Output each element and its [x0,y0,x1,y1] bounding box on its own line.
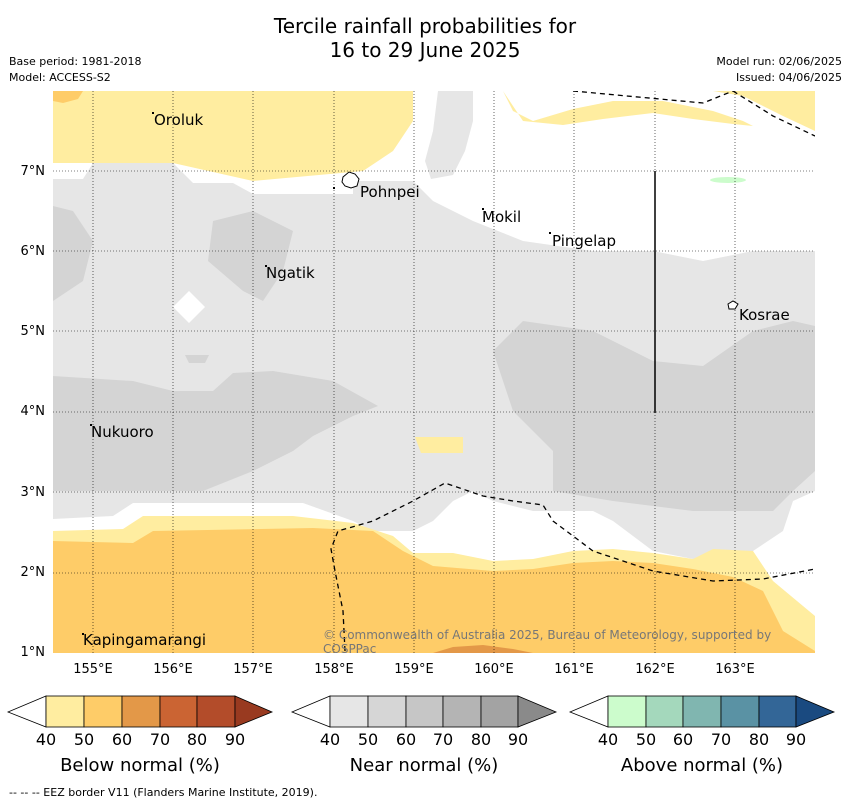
y-tick-7n: 7°N [20,164,46,179]
y-tick-5n: 5°N [20,324,46,339]
x-tick-162e: 162°E [635,662,675,677]
base-period: Base period: 1981-2018 [9,55,142,68]
colorbar-below-normal [6,695,274,728]
near-normal-50-region-west [53,206,93,301]
x-tick-157e: 157°E [233,662,273,677]
cb-below-label: Below normal (%) [60,755,220,776]
colorbar-swatch-0-5 [234,695,274,728]
copyright-notice: © Commonwealth of Australia 2025, Bureau… [323,628,772,656]
label-ngatik: Ngatik [266,264,315,282]
below-normal-50-corner [53,91,83,103]
issued-date: Issued: 04/06/2025 [735,71,842,84]
x-tick-158e: 158°E [314,662,354,677]
title-line-2: 16 to 29 June 2025 [329,38,521,62]
near-normal-gap-island [173,291,205,323]
label-kosrae: Kosrae [739,306,790,324]
colorbar-swatch-1-2 [405,695,444,728]
cb-near-label: Near normal (%) [349,755,499,776]
forecast-map [53,91,815,653]
cb-above-tick-80: 80 [748,730,770,749]
kosrae-island [727,300,739,310]
colorbar-swatch-0-4 [196,695,236,728]
x-tick-160e: 160°E [474,662,514,677]
cb-below-tick-50: 50 [73,730,95,749]
meta-left: Base period: 1981-2018 Model: ACCESS-S2 [9,54,141,86]
colorbar-swatch-2-0 [607,695,647,728]
pohnpei-island [341,171,360,189]
cb-above-tick-70: 70 [710,730,732,749]
colorbar-swatch-1-1 [367,695,407,728]
colorbar-swatch-2-5 [795,695,836,728]
colorbar-swatch-2-4 [758,695,797,728]
cb-above-label: Above normal (%) [620,755,784,776]
colorbar-above-normal [568,695,836,728]
below-normal-40-northeast [503,91,815,131]
colorbars [6,695,836,728]
colorbar-near-normal [290,695,558,728]
atoll-markers [82,112,551,635]
colorbar-swatch-0-3 [159,695,198,728]
cb-below-tick-70: 70 [149,730,171,749]
colorbar-swatch-1-0 [329,695,369,728]
cb-above-tick-60: 60 [672,730,694,749]
y-tick-4n: 4°N [20,404,46,419]
x-tick-156e: 156°E [153,662,193,677]
map-panel: Oroluk Pohnpei Mokil Pingelap Ngatik Kos… [53,91,815,656]
label-mokil: Mokil [482,208,522,226]
colorbar-swatch-1-5 [517,695,558,728]
meta-right: Model run: 02/06/2025 Issued: 04/06/2025 [716,54,842,86]
y-tick-3n: 3°N [20,485,46,500]
model-run: Model run: 02/06/2025 [716,55,842,68]
below-normal-60-south [433,645,533,653]
y-tick-1n: 1°N [20,645,46,660]
eez-footnote: -- -- -- EEZ border V11 (Flanders Marine… [9,786,318,799]
colorbar-swatch-0-1 [83,695,123,728]
cb-near-tick-40: 40 [319,730,341,749]
near-normal-50-blob [185,355,209,363]
near-normal-50-region-south [53,371,378,491]
model-name: Model: ACCESS-S2 [9,71,111,84]
label-kapingamarangi: Kapingamarangi [83,631,207,649]
below-normal-50-south [53,528,815,653]
map-title: Tercile rainfall probabilities for 16 to… [0,14,850,62]
cb-below-tick-60: 60 [111,730,133,749]
cb-above-tick-90: 90 [785,730,807,749]
colorbar-swatch-1-3 [442,695,482,728]
x-tick-163e: 163°E [715,662,755,677]
title-line-1: Tercile rainfall probabilities for [273,14,577,38]
eez-border [330,91,815,652]
above-normal-40-blob [710,177,746,183]
colorbar-swatch-0-2 [121,695,161,728]
colorbar-swatch-0-0 [45,695,85,728]
cb-near-tick-90: 90 [507,730,529,749]
y-tick-6n: 6°N [20,244,46,259]
near-normal-50-region-east [493,321,815,511]
cb-near-tick-60: 60 [395,730,417,749]
below-normal-40-north [53,91,413,181]
near-normal-north-grey [425,91,473,179]
y-tick-2n: 2°N [20,565,46,580]
cb-below-tick-80: 80 [186,730,208,749]
cb-below-tick-90: 90 [224,730,246,749]
below-normal-40-blob [415,437,463,453]
near-normal-50-region-ngatik [208,211,293,301]
label-oroluk: Oroluk [154,111,204,129]
x-tick-159e: 159°E [394,662,434,677]
colorbar-swatch-2-2 [682,695,722,728]
cb-above-tick-50: 50 [635,730,657,749]
label-nukuoro: Nukuoro [91,423,154,441]
x-tick-155e: 155°E [73,662,113,677]
cb-near-tick-70: 70 [432,730,454,749]
label-pohnpei: Pohnpei [360,183,420,201]
cb-near-tick-80: 80 [470,730,492,749]
x-tick-161e: 161°E [554,662,594,677]
label-pingelap: Pingelap [552,232,617,250]
cb-above-tick-40: 40 [597,730,619,749]
colorbar-swatch-1-4 [480,695,519,728]
cb-near-tick-50: 50 [357,730,379,749]
colorbar-swatch-2-3 [720,695,760,728]
cb-below-tick-40: 40 [35,730,57,749]
colorbar-swatch-2-1 [645,695,684,728]
